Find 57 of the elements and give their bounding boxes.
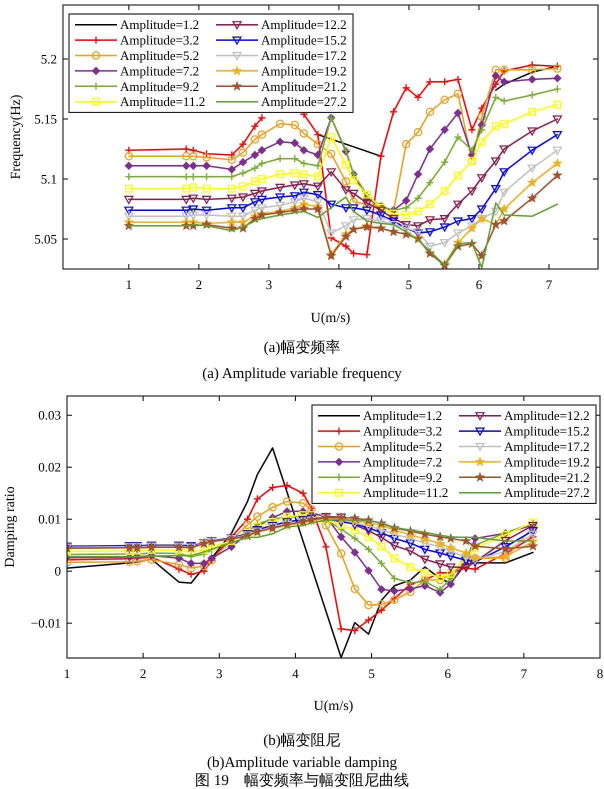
legend-label: Amplitude=21.2: [504, 470, 590, 485]
legend-label: Amplitude=27.2: [261, 94, 347, 110]
x-tick-label: 3: [266, 277, 272, 292]
legend-label: Amplitude=1.2: [363, 408, 442, 424]
legend-label: Amplitude=15.2: [261, 32, 347, 48]
caption: 图 19 幅变频率与幅变阻尼曲线: [195, 772, 409, 789]
x-tick-label: 6: [444, 666, 452, 681]
legend-label: Amplitude=9.2: [120, 78, 200, 94]
text: (a) Amplitude variable frequency: [202, 366, 402, 382]
x-tick-label: 2: [140, 666, 146, 681]
y-tick-label: 5.1: [40, 172, 57, 186]
x-tick-label: 5: [406, 277, 412, 292]
x-tick-label: 4: [336, 277, 343, 292]
y-tick-label: 0.03: [38, 408, 61, 423]
legend-label: Amplitude=15.2: [504, 424, 590, 439]
text: (b)Amplitude variable damping: [207, 755, 398, 771]
legend-label: Amplitude=12.2: [261, 17, 347, 32]
legend-label: Amplitude=9.2: [363, 470, 442, 485]
legend-label: Amplitude=1.2: [120, 17, 200, 32]
legend-label: Amplitude=11.2: [120, 94, 206, 110]
x-tick-label: 6: [476, 277, 483, 292]
x-tick-label: 4: [292, 666, 300, 681]
y-axis-title: Damping ratio: [3, 486, 18, 568]
y-tick-label: 0.02: [38, 460, 61, 475]
x-tick-label: 7: [520, 666, 528, 681]
x-tick-label: 1: [64, 666, 70, 681]
y-tick-label: 0.01: [38, 512, 61, 527]
x-axis-title: U(m/s): [310, 311, 351, 326]
legend-label: Amplitude=3.2: [363, 424, 442, 439]
legend-label: Amplitude=19.2: [504, 454, 590, 470]
y-tick-label: 5.2: [40, 52, 57, 66]
y-tick-label: 5.05: [34, 232, 57, 246]
x-axis-title: U(m/s): [314, 699, 354, 714]
legend-label: Amplitude=17.2: [261, 48, 347, 63]
legend-label: Amplitude=21.2: [261, 78, 347, 94]
legend-label: Amplitude=17.2: [504, 439, 590, 454]
legend-label: Amplitude=19.2: [261, 63, 347, 78]
y-tick-label: 5.15: [34, 112, 57, 126]
text: (a)幅变频率: [264, 339, 340, 356]
legend-label: Amplitude=27.2: [504, 485, 590, 500]
legend-label: Amplitude=7.2: [363, 454, 442, 470]
legend-label: Amplitude=12.2: [504, 408, 590, 424]
x-tick-label: 8: [596, 666, 604, 681]
text: (b)幅变阻尼: [263, 732, 341, 749]
x-tick-label: 7: [546, 277, 553, 292]
legend-label: Amplitude=3.2: [120, 32, 200, 48]
y-tick-label: −0.01: [30, 616, 61, 631]
x-tick-label: 3: [216, 666, 223, 681]
y-axis-title: Frequency(Hz): [9, 94, 24, 180]
legend-label: Amplitude=11.2: [363, 485, 448, 500]
legend-label: Amplitude=5.2: [120, 48, 200, 63]
legend-label: Amplitude=7.2: [120, 63, 200, 78]
legend-label: Amplitude=5.2: [363, 439, 442, 454]
x-tick-label: 1: [126, 277, 132, 292]
x-tick-label: 2: [196, 277, 202, 292]
y-tick-label: 0: [54, 564, 61, 579]
x-tick-label: 5: [368, 666, 375, 681]
